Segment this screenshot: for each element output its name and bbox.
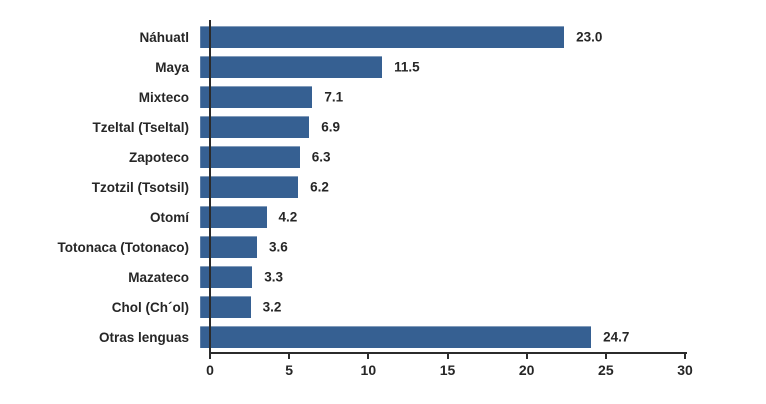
x-axis-tick	[525, 354, 528, 359]
category-label: Mazateco	[128, 269, 189, 285]
bar	[200, 176, 299, 198]
bar-track: 3.3	[200, 262, 675, 292]
value-label: 3.3	[264, 269, 284, 285]
x-axis-tick-label: 15	[439, 362, 456, 378]
bar-track: 6.2	[200, 172, 675, 202]
x-axis-tick	[604, 354, 607, 359]
value-label: 24.7	[603, 329, 630, 345]
bar-track: 7.1	[200, 82, 675, 112]
value-label: 23.0	[576, 29, 603, 45]
chart-row: Otomí 4.2	[0, 202, 686, 232]
chart-row: Tzotzil (Tsotsil) 6.2	[0, 172, 686, 202]
value-label: 7.1	[324, 89, 344, 105]
bar	[200, 26, 565, 48]
bar-track: 6.9	[200, 112, 675, 142]
x-axis-tick	[367, 354, 370, 359]
category-label: Otomí	[150, 209, 189, 225]
bar	[200, 56, 383, 78]
bar	[200, 86, 313, 108]
x-axis-tick	[288, 354, 291, 359]
category-label: Zapoteco	[128, 149, 189, 165]
value-label: 4.2	[278, 209, 298, 225]
category-label: Chol (Ch´ol)	[111, 299, 189, 315]
chart-row: Tzeltal (Tseltal) 6.9	[0, 112, 686, 142]
bar	[200, 296, 251, 318]
x-axis-tick-label: 10	[360, 362, 377, 378]
bar-track: 3.2	[200, 292, 675, 322]
bar	[200, 326, 592, 348]
bar-track: 11.5	[200, 52, 675, 82]
category-label: Maya	[155, 59, 189, 75]
bar-track: 4.2	[200, 202, 675, 232]
category-label: Totonaca (Totonaco)	[57, 239, 190, 255]
x-axis-tick-label: 20	[518, 362, 535, 378]
x-axis-tick	[209, 354, 211, 359]
bar	[200, 146, 300, 168]
x-axis-tick-label: 0	[206, 362, 214, 378]
category-label: Otras lenguas	[98, 329, 189, 345]
x-axis-line	[209, 352, 687, 354]
chart-row: Náhuatl 23.0	[0, 22, 686, 52]
category-label: Náhuatl	[139, 29, 189, 45]
value-label: 6.3	[311, 149, 331, 165]
x-axis-tick	[684, 354, 686, 359]
chart-row: Otras lenguas 24.7	[0, 322, 686, 352]
value-label: 3.2	[262, 299, 282, 315]
chart-row: Mazateco 3.3	[0, 262, 686, 292]
category-label: Mixteco	[138, 89, 189, 105]
chart-row: Totonaca (Totonaco) 3.6	[0, 232, 686, 262]
x-axis-tick	[446, 354, 449, 359]
chart-row: Maya 11.5	[0, 52, 686, 82]
bar	[200, 266, 253, 288]
chart-row: Chol (Ch´ol) 3.2	[0, 292, 686, 322]
value-label: 3.6	[269, 239, 288, 255]
chart-row: Mixteco 7.1	[0, 82, 686, 112]
bar	[200, 236, 257, 258]
x-axis-tick-label: 30	[677, 362, 693, 378]
bar-track: 24.7	[200, 322, 675, 352]
bar	[200, 116, 310, 138]
value-label: 11.5	[394, 59, 420, 75]
x-axis-tick-label: 25	[598, 362, 614, 378]
x-axis-tick-label: 5	[285, 362, 294, 378]
bar-track: 23.0	[200, 22, 675, 52]
bar	[200, 206, 267, 228]
chart-row: Zapoteco 6.3	[0, 142, 686, 172]
value-label: 6.2	[310, 179, 329, 195]
chart-rows: Náhuatl 23.0 Maya 11.5 Mixteco 7.1 Tzeltal (Ts…	[0, 22, 686, 352]
value-label: 6.9	[321, 119, 341, 135]
bar-track: 6.3	[200, 142, 675, 172]
y-axis-line	[209, 20, 211, 354]
bar-track: 3.6	[200, 232, 675, 262]
category-label: Tzotzil (Tsotsil)	[91, 179, 189, 195]
category-label: Tzeltal (Tseltal)	[92, 119, 189, 135]
